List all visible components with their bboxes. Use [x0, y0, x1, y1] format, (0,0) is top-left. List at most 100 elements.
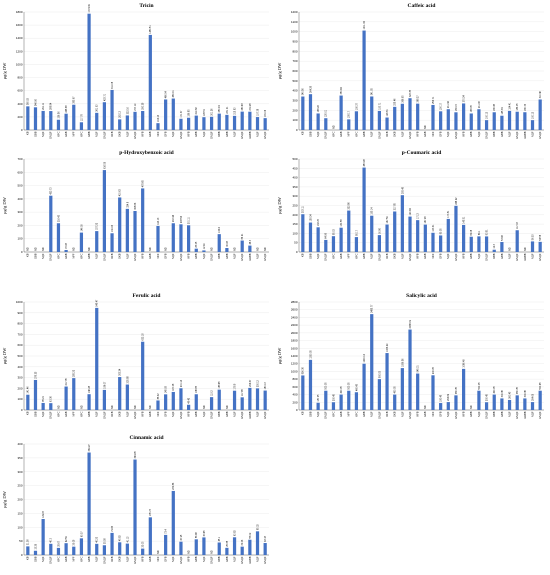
- data-label: 200.45: [486, 393, 488, 401]
- data-label: 196.13: [158, 217, 160, 225]
- bar: [56, 119, 61, 130]
- bar: [102, 389, 106, 410]
- data-label: ND: [150, 405, 152, 409]
- data-label: 310.46: [540, 91, 542, 99]
- data-label: 295.22: [74, 369, 76, 377]
- y-tick-label: 400: [292, 89, 297, 93]
- data-label: 2485.77: [372, 304, 374, 313]
- y-tick-label: 200: [17, 386, 22, 390]
- bar: [194, 115, 198, 130]
- data-label: 278.25: [35, 371, 37, 379]
- y-tick-label: 2000: [291, 331, 298, 335]
- data-label: 30.08: [227, 240, 229, 246]
- x-tick-label: GKB: [64, 411, 68, 417]
- x-tick-label: GBB: [500, 131, 504, 137]
- x-tick-label: GNQF: [538, 131, 542, 139]
- bar: [164, 99, 168, 130]
- bar: [446, 218, 450, 252]
- chart-title: Ferulic acid: [133, 293, 161, 299]
- y-tick-label: 0: [21, 128, 23, 132]
- x-tick-label: KFC: [79, 556, 83, 561]
- chart-svg-cinnamic-acid: Cinnamic acid μg/g DW 0 50 100 150 200 250 300 35…: [2, 435, 269, 564]
- bar: [331, 236, 336, 252]
- y-tick-label: 2600: [291, 308, 298, 312]
- y-tick-label: 800: [17, 322, 22, 326]
- data-label: 187.05: [318, 394, 320, 402]
- bar: [95, 307, 99, 410]
- x-tick-label: KBB: [492, 253, 496, 258]
- x-tick-label: NQF: [400, 253, 404, 259]
- y-tick-label: 100: [17, 237, 22, 241]
- data-label: 55.09: [250, 532, 252, 538]
- chart-cinnamic-acid: Cinnamic acid μg/g DW 0 50 100 150 200 250 300 35…: [0, 432, 275, 575]
- y-tick-label: 800: [292, 49, 297, 53]
- data-label: 190.37: [356, 102, 358, 110]
- x-tick-label: GBB: [500, 253, 504, 259]
- bar: [400, 103, 404, 130]
- bar: [362, 167, 366, 252]
- data-label: 15.29: [35, 543, 37, 549]
- data-label: 500.45: [540, 382, 542, 390]
- bar: [393, 394, 397, 410]
- data-label: 186.05: [517, 103, 519, 111]
- bar: [87, 452, 91, 555]
- chart-tricin: Tricin μg/g DW 0 200 400 600 800 1000 1200 1400 16…: [0, 0, 275, 150]
- x-tick-label: NQF: [316, 253, 320, 259]
- x-tick-label: GBB: [33, 131, 37, 137]
- data-label: 945.47: [97, 299, 99, 307]
- data-label: 1774.39: [89, 3, 91, 12]
- x-tick-label: KBB: [217, 131, 221, 136]
- y-tick-label: 600: [17, 343, 22, 347]
- y-tick-label: 100: [17, 397, 22, 401]
- x-tick-label: GKBB: [523, 253, 527, 260]
- x-tick-label: GNQF: [263, 131, 267, 139]
- x-tick-label: NQF: [202, 131, 206, 137]
- data-label: 204.69: [448, 393, 450, 401]
- x-tick-label: NFF: [156, 556, 160, 561]
- y-tick-label: 250: [292, 204, 297, 208]
- bar: [354, 392, 359, 410]
- bar: [500, 242, 504, 252]
- x-tick-label: KB: [301, 253, 305, 257]
- data-label: ND: [265, 247, 267, 251]
- data-label: 48.42: [189, 397, 191, 403]
- bar: [255, 117, 260, 130]
- y-tick-label: 300: [292, 99, 297, 103]
- x-tick-label: GNQF: [179, 253, 183, 261]
- x-tick-label: NQF: [41, 411, 45, 417]
- x-tick-label: NFF: [347, 131, 351, 136]
- x-tick-label: GNQF: [484, 253, 488, 261]
- y-axis-label: μg/g DW: [2, 196, 7, 214]
- bar: [477, 109, 481, 130]
- bar: [484, 120, 489, 130]
- x-tick-label: NFF: [72, 253, 76, 258]
- bar: [362, 363, 366, 410]
- bar: [347, 390, 351, 410]
- data-label: 89.05: [441, 228, 443, 234]
- y-tick-label: 50: [294, 241, 298, 245]
- x-tick-label: KFB: [416, 253, 420, 258]
- x-tick-label: GBB: [308, 131, 312, 137]
- bar: [79, 538, 84, 555]
- y-tick-label: 50: [19, 539, 23, 543]
- x-tick-label: GNQF: [324, 411, 328, 419]
- x-tick-label: GBB: [308, 253, 312, 259]
- x-tick-label: GBB: [308, 411, 312, 417]
- data-label: 201.11: [189, 217, 191, 225]
- data-label: 146.28: [89, 385, 91, 393]
- y-tick-label: 100: [17, 525, 22, 529]
- x-tick-label: NQF: [202, 253, 206, 259]
- data-label: 208.54: [181, 215, 183, 223]
- data-label: ND: [509, 247, 511, 251]
- bar: [354, 111, 359, 130]
- x-tick-label: GNQF: [263, 253, 267, 261]
- x-tick-label: GFB: [164, 556, 168, 562]
- bar: [393, 106, 397, 130]
- x-tick-label: GKB: [423, 253, 427, 259]
- data-label: 167.08: [173, 383, 175, 391]
- x-tick-label: GBB: [500, 411, 504, 417]
- x-tick-label: KFC: [354, 131, 358, 136]
- data-label: 217.85: [395, 203, 397, 211]
- data-label: 266.95: [402, 95, 404, 103]
- data-label: 186.07: [104, 381, 106, 389]
